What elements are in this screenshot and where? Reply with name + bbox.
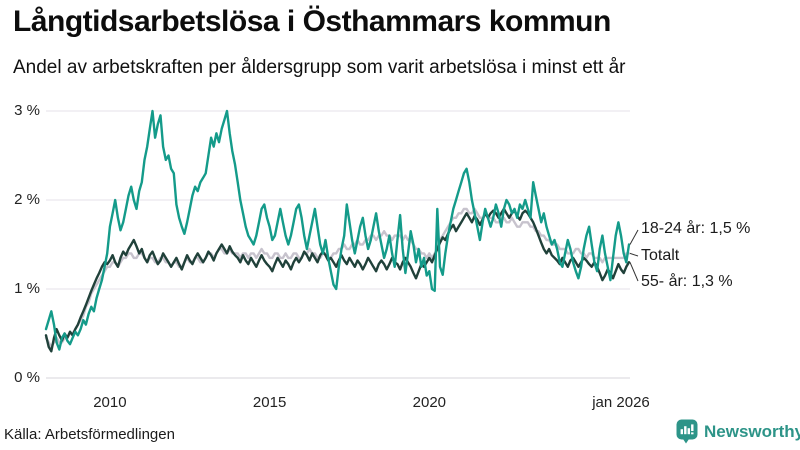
annotation-18-24: 18-24 år: 1,5 % bbox=[641, 220, 751, 237]
newsworthy-logo[interactable]: Newsworthy bbox=[676, 419, 800, 444]
newsworthy-wordmark: Newsworthy bbox=[704, 422, 800, 441]
x-axis-tick-label: 2015 bbox=[252, 394, 287, 411]
y-axis-tick-label: 3 % bbox=[14, 102, 40, 119]
annotation-totalt: Totalt bbox=[641, 247, 680, 264]
page-title: Långtidsarbetslösa i Östhammars kommun bbox=[13, 5, 611, 38]
annotation-connector bbox=[629, 229, 639, 245]
series-line-18-24 år bbox=[44, 109, 631, 351]
annotation-55plus: 55- år: 1,3 % bbox=[641, 273, 733, 290]
y-axis-tick-label: 2 % bbox=[14, 191, 40, 208]
x-axis-tick-label: jan 2026 bbox=[592, 394, 650, 411]
x-axis-tick-label: 2020 bbox=[412, 394, 447, 411]
y-axis-tick-label: 1 % bbox=[14, 280, 40, 297]
newsworthy-icon bbox=[676, 419, 698, 444]
x-axis-tick-label: 2010 bbox=[93, 394, 127, 411]
annotation-connector bbox=[629, 252, 639, 257]
source-note: Källa: Arbetsförmedlingen bbox=[4, 426, 175, 443]
series-line-55- år bbox=[44, 207, 631, 353]
page-subtitle: Andel av arbetskraften per åldersgrupp s… bbox=[13, 57, 626, 78]
annotation-connector bbox=[629, 262, 639, 282]
y-axis-tick-label: 0 % bbox=[14, 369, 40, 386]
